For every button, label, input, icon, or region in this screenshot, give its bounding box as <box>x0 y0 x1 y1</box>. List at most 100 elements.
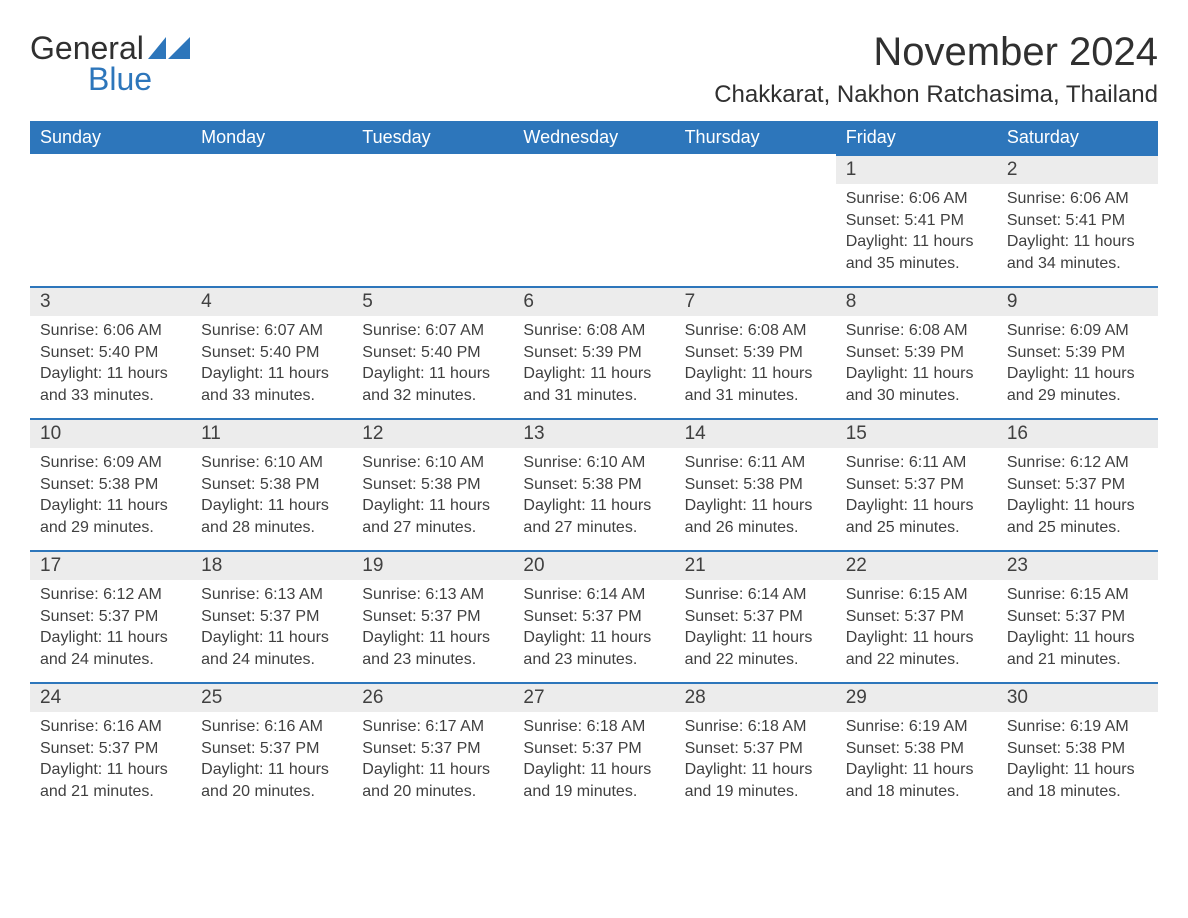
weekday-header: Saturday <box>997 121 1158 154</box>
sunrise-line: Sunrise: 6:16 AM <box>201 716 342 738</box>
calendar-day-cell: 2Sunrise: 6:06 AMSunset: 5:41 PMDaylight… <box>997 154 1158 286</box>
day-data: Sunrise: 6:08 AMSunset: 5:39 PMDaylight:… <box>513 316 674 412</box>
day-number: 19 <box>352 550 513 580</box>
sunset-line: Sunset: 5:40 PM <box>40 342 181 364</box>
daylight-line: Daylight: 11 hours and 21 minutes. <box>40 759 181 802</box>
day-number: 11 <box>191 418 352 448</box>
calendar-day-cell: 27Sunrise: 6:18 AMSunset: 5:37 PMDayligh… <box>513 682 674 814</box>
day-data: Sunrise: 6:08 AMSunset: 5:39 PMDaylight:… <box>836 316 997 412</box>
day-data: Sunrise: 6:10 AMSunset: 5:38 PMDaylight:… <box>513 448 674 544</box>
daylight-line: Daylight: 11 hours and 24 minutes. <box>201 627 342 670</box>
sunrise-line: Sunrise: 6:06 AM <box>846 188 987 210</box>
calendar-day-cell: 26Sunrise: 6:17 AMSunset: 5:37 PMDayligh… <box>352 682 513 814</box>
calendar-day-cell: 29Sunrise: 6:19 AMSunset: 5:38 PMDayligh… <box>836 682 997 814</box>
day-data: Sunrise: 6:14 AMSunset: 5:37 PMDaylight:… <box>513 580 674 676</box>
calendar-day-cell: 20Sunrise: 6:14 AMSunset: 5:37 PMDayligh… <box>513 550 674 682</box>
day-number: 25 <box>191 682 352 712</box>
brand-name-2: Blue <box>88 61 190 98</box>
sunset-line: Sunset: 5:39 PM <box>685 342 826 364</box>
calendar-day-cell: 4Sunrise: 6:07 AMSunset: 5:40 PMDaylight… <box>191 286 352 418</box>
sunrise-line: Sunrise: 6:07 AM <box>362 320 503 342</box>
location-subtitle: Chakkarat, Nakhon Ratchasima, Thailand <box>714 81 1158 109</box>
day-number: 20 <box>513 550 674 580</box>
day-number: 26 <box>352 682 513 712</box>
day-data: Sunrise: 6:12 AMSunset: 5:37 PMDaylight:… <box>30 580 191 676</box>
sunrise-line: Sunrise: 6:09 AM <box>40 452 181 474</box>
sunset-line: Sunset: 5:38 PM <box>1007 738 1148 760</box>
sunset-line: Sunset: 5:37 PM <box>201 606 342 628</box>
daylight-line: Daylight: 11 hours and 19 minutes. <box>685 759 826 802</box>
day-number: 22 <box>836 550 997 580</box>
sunset-line: Sunset: 5:37 PM <box>685 606 826 628</box>
day-data: Sunrise: 6:06 AMSunset: 5:41 PMDaylight:… <box>997 184 1158 280</box>
calendar-week-row: 17Sunrise: 6:12 AMSunset: 5:37 PMDayligh… <box>30 550 1158 682</box>
day-number: 16 <box>997 418 1158 448</box>
day-data: Sunrise: 6:18 AMSunset: 5:37 PMDaylight:… <box>675 712 836 808</box>
day-number: 6 <box>513 286 674 316</box>
calendar-day-cell: 22Sunrise: 6:15 AMSunset: 5:37 PMDayligh… <box>836 550 997 682</box>
daylight-line: Daylight: 11 hours and 28 minutes. <box>201 495 342 538</box>
daylight-line: Daylight: 11 hours and 18 minutes. <box>1007 759 1148 802</box>
sunrise-line: Sunrise: 6:08 AM <box>685 320 826 342</box>
calendar-week-row: 3Sunrise: 6:06 AMSunset: 5:40 PMDaylight… <box>30 286 1158 418</box>
day-data: Sunrise: 6:19 AMSunset: 5:38 PMDaylight:… <box>997 712 1158 808</box>
day-data: Sunrise: 6:13 AMSunset: 5:37 PMDaylight:… <box>191 580 352 676</box>
calendar-day-cell: 15Sunrise: 6:11 AMSunset: 5:37 PMDayligh… <box>836 418 997 550</box>
calendar-week-row: 24Sunrise: 6:16 AMSunset: 5:37 PMDayligh… <box>30 682 1158 814</box>
daylight-line: Daylight: 11 hours and 22 minutes. <box>846 627 987 670</box>
sunset-line: Sunset: 5:40 PM <box>362 342 503 364</box>
sunrise-line: Sunrise: 6:19 AM <box>846 716 987 738</box>
calendar-day-cell <box>352 154 513 286</box>
daylight-line: Daylight: 11 hours and 20 minutes. <box>362 759 503 802</box>
daylight-line: Daylight: 11 hours and 22 minutes. <box>685 627 826 670</box>
brand-logo: General Blue <box>30 30 190 98</box>
day-data: Sunrise: 6:06 AMSunset: 5:40 PMDaylight:… <box>30 316 191 412</box>
sunrise-line: Sunrise: 6:11 AM <box>846 452 987 474</box>
calendar-day-cell: 10Sunrise: 6:09 AMSunset: 5:38 PMDayligh… <box>30 418 191 550</box>
daylight-line: Daylight: 11 hours and 30 minutes. <box>846 363 987 406</box>
day-data: Sunrise: 6:09 AMSunset: 5:39 PMDaylight:… <box>997 316 1158 412</box>
sunrise-line: Sunrise: 6:10 AM <box>201 452 342 474</box>
sunrise-line: Sunrise: 6:14 AM <box>685 584 826 606</box>
day-data: Sunrise: 6:16 AMSunset: 5:37 PMDaylight:… <box>30 712 191 808</box>
sunrise-line: Sunrise: 6:18 AM <box>523 716 664 738</box>
calendar-day-cell <box>30 154 191 286</box>
sunrise-line: Sunrise: 6:12 AM <box>40 584 181 606</box>
sunrise-line: Sunrise: 6:12 AM <box>1007 452 1148 474</box>
day-number: 1 <box>836 154 997 184</box>
daylight-line: Daylight: 11 hours and 29 minutes. <box>40 495 181 538</box>
day-number: 18 <box>191 550 352 580</box>
daylight-line: Daylight: 11 hours and 19 minutes. <box>523 759 664 802</box>
sunrise-line: Sunrise: 6:06 AM <box>40 320 181 342</box>
calendar-day-cell: 9Sunrise: 6:09 AMSunset: 5:39 PMDaylight… <box>997 286 1158 418</box>
sunset-line: Sunset: 5:39 PM <box>523 342 664 364</box>
page-header: General Blue November 2024 Chakkarat, Na… <box>30 30 1158 109</box>
day-data: Sunrise: 6:07 AMSunset: 5:40 PMDaylight:… <box>352 316 513 412</box>
weekday-header: Sunday <box>30 121 191 154</box>
daylight-line: Daylight: 11 hours and 25 minutes. <box>1007 495 1148 538</box>
day-number: 29 <box>836 682 997 712</box>
day-data: Sunrise: 6:07 AMSunset: 5:40 PMDaylight:… <box>191 316 352 412</box>
day-number: 27 <box>513 682 674 712</box>
sunset-line: Sunset: 5:37 PM <box>846 474 987 496</box>
sunrise-line: Sunrise: 6:09 AM <box>1007 320 1148 342</box>
sunset-line: Sunset: 5:39 PM <box>1007 342 1148 364</box>
sunset-line: Sunset: 5:39 PM <box>846 342 987 364</box>
sunrise-line: Sunrise: 6:08 AM <box>846 320 987 342</box>
day-data: Sunrise: 6:10 AMSunset: 5:38 PMDaylight:… <box>352 448 513 544</box>
sunrise-line: Sunrise: 6:13 AM <box>362 584 503 606</box>
day-number: 4 <box>191 286 352 316</box>
day-number: 24 <box>30 682 191 712</box>
sunrise-line: Sunrise: 6:10 AM <box>362 452 503 474</box>
sunset-line: Sunset: 5:41 PM <box>1007 210 1148 232</box>
day-data: Sunrise: 6:09 AMSunset: 5:38 PMDaylight:… <box>30 448 191 544</box>
daylight-line: Daylight: 11 hours and 33 minutes. <box>40 363 181 406</box>
day-number: 21 <box>675 550 836 580</box>
calendar-day-cell: 25Sunrise: 6:16 AMSunset: 5:37 PMDayligh… <box>191 682 352 814</box>
sunset-line: Sunset: 5:38 PM <box>40 474 181 496</box>
weekday-header: Friday <box>836 121 997 154</box>
daylight-line: Daylight: 11 hours and 32 minutes. <box>362 363 503 406</box>
calendar-day-cell: 28Sunrise: 6:18 AMSunset: 5:37 PMDayligh… <box>675 682 836 814</box>
daylight-line: Daylight: 11 hours and 27 minutes. <box>362 495 503 538</box>
day-number: 23 <box>997 550 1158 580</box>
